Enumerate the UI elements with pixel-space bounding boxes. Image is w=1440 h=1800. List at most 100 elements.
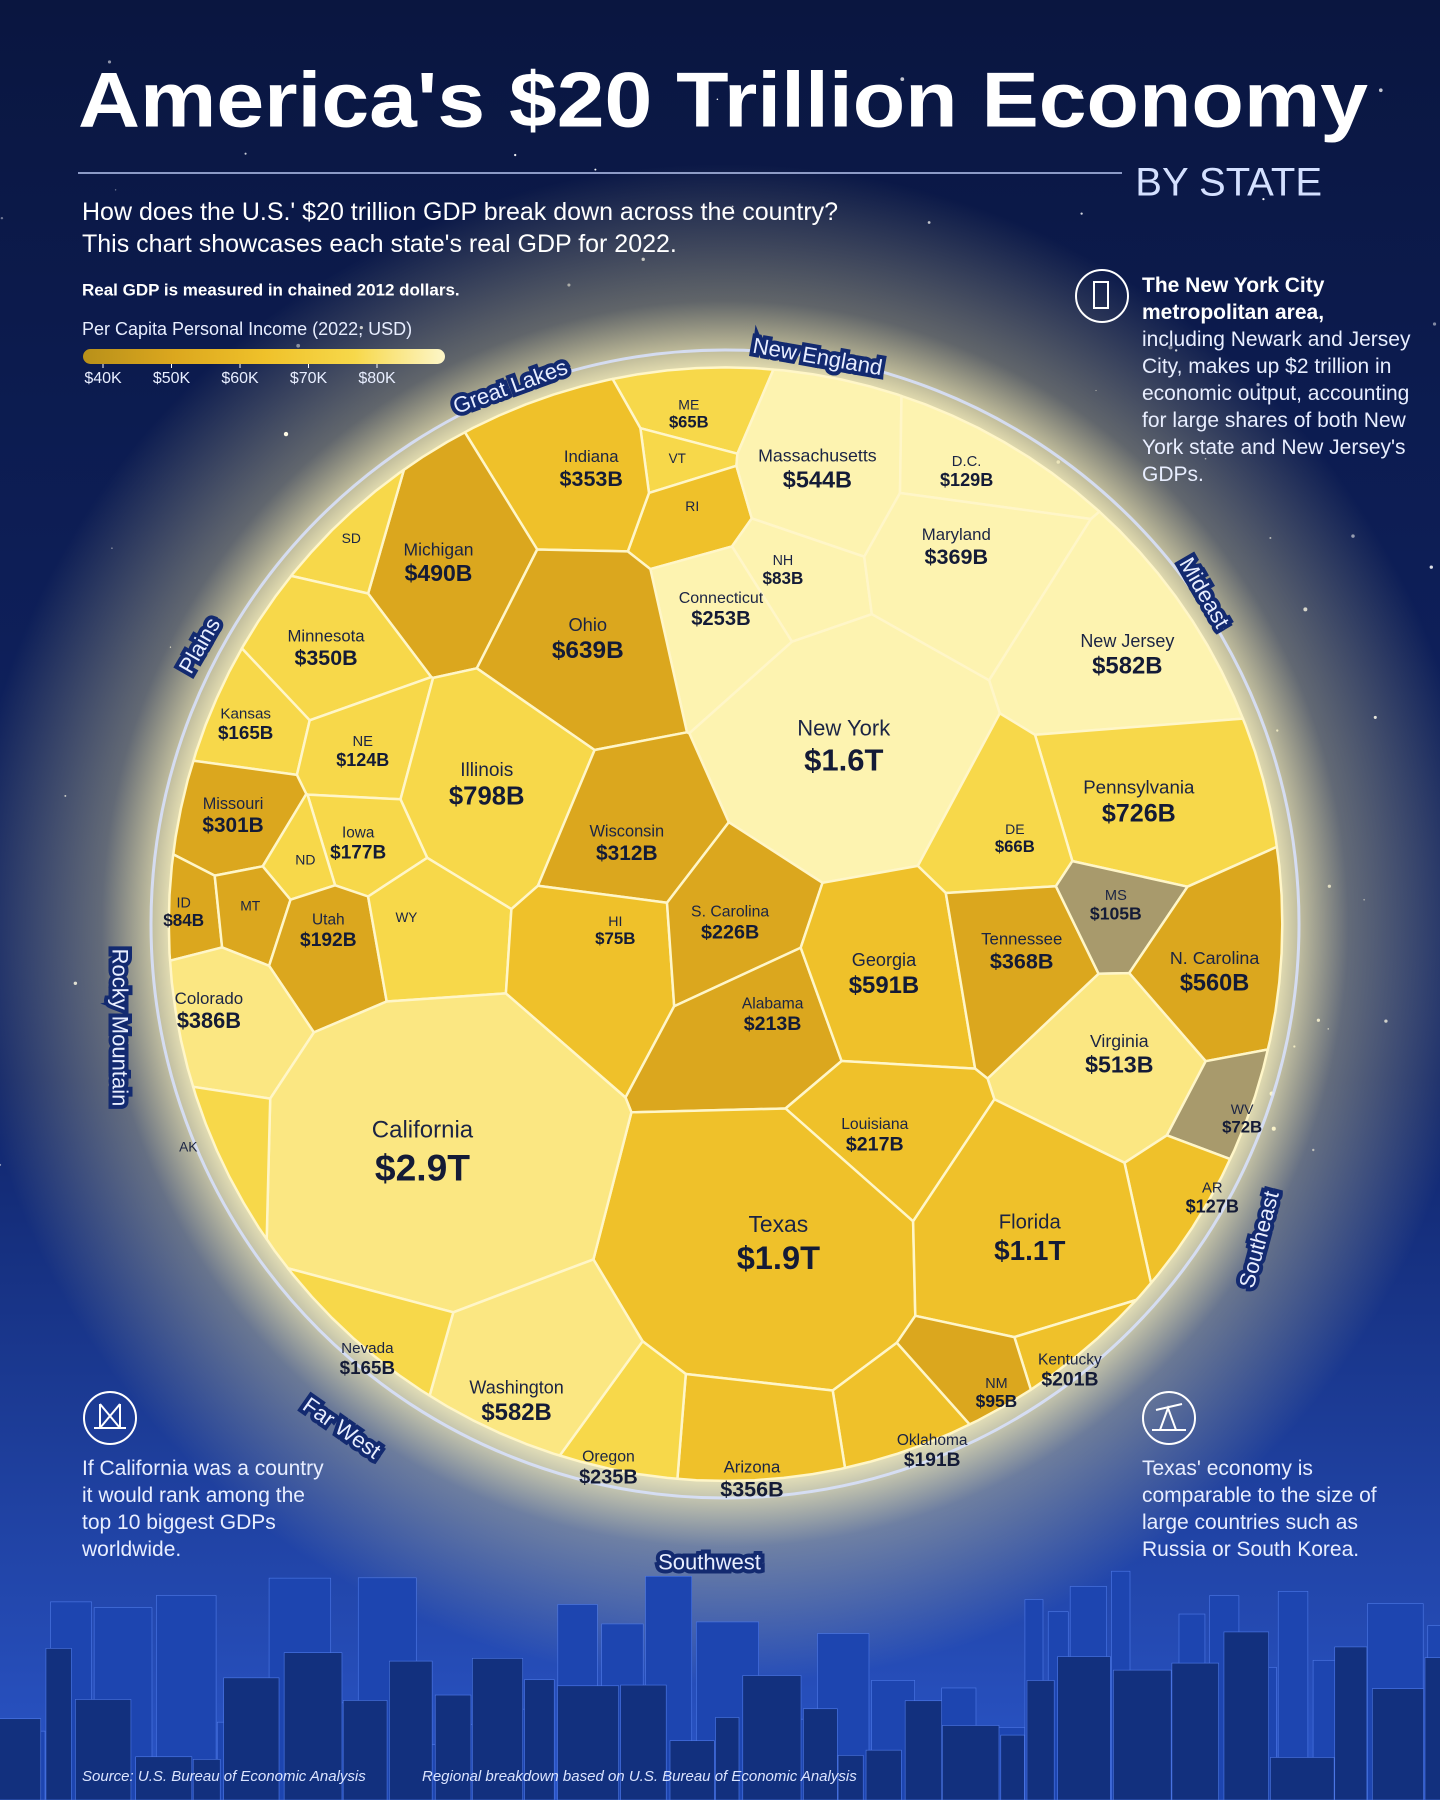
nyc-icon bbox=[1075, 269, 1129, 323]
state-gdp: $490B bbox=[405, 560, 473, 586]
legend-title: Per Capita Personal Income (2022, USD) bbox=[82, 319, 412, 339]
state-name: Arizona bbox=[724, 1457, 781, 1476]
subtitle: BY STATE bbox=[1135, 161, 1322, 205]
star bbox=[1080, 212, 1083, 215]
legend-bar bbox=[83, 349, 445, 364]
bridge-icon-shape bbox=[94, 1403, 126, 1429]
building bbox=[389, 1660, 433, 1800]
state-gdp: $201B bbox=[1041, 1369, 1098, 1391]
state-name: Missouri bbox=[203, 795, 264, 813]
state-gdp: $192B bbox=[300, 930, 357, 951]
icons bbox=[83, 269, 1196, 1445]
california-callout: If California was a country it would ran… bbox=[82, 1457, 324, 1561]
state-name: WY bbox=[395, 910, 417, 925]
state-gdp: $591B bbox=[849, 972, 919, 999]
star bbox=[594, 168, 597, 171]
state-gdp: $301B bbox=[202, 814, 263, 837]
state-name: New York bbox=[797, 716, 891, 741]
source: Source: U.S. Bureau of Economic Analysis bbox=[82, 1768, 366, 1785]
star bbox=[514, 153, 517, 157]
building bbox=[742, 1675, 802, 1800]
state-name: RI bbox=[685, 498, 699, 514]
building bbox=[342, 1700, 388, 1800]
callout-title: The New York City metropolitan area, bbox=[1142, 274, 1325, 324]
state-gdp: $66B bbox=[995, 837, 1035, 856]
building bbox=[472, 1658, 524, 1800]
state-cell bbox=[558, 1340, 688, 1480]
star bbox=[114, 189, 117, 191]
state-gdp: $83B bbox=[762, 569, 803, 588]
state-name: Maryland bbox=[922, 525, 991, 544]
state-name: N. Carolina bbox=[1170, 948, 1260, 968]
state-name: Kansas bbox=[220, 705, 271, 722]
star bbox=[1378, 88, 1383, 93]
state-name: Kentucky bbox=[1038, 1351, 1102, 1368]
state-cell bbox=[191, 1085, 272, 1241]
source: Regional breakdown based on U.S. Bureau … bbox=[422, 1768, 857, 1785]
building bbox=[1270, 1757, 1335, 1800]
state-name: ME bbox=[678, 396, 699, 412]
star bbox=[1432, 322, 1437, 326]
gdp-note: Real GDP is measured in chained 2012 dol… bbox=[82, 280, 460, 299]
state-gdp: $129B bbox=[940, 470, 993, 490]
legend: $40K $50K $60K $70K $80K bbox=[83, 349, 445, 387]
building bbox=[942, 1725, 1000, 1800]
building bbox=[1371, 1688, 1424, 1800]
state-name: S. Carolina bbox=[691, 903, 769, 920]
building bbox=[192, 1759, 221, 1800]
legend-tick-label: $70K bbox=[290, 370, 328, 387]
state-name: Illinois bbox=[460, 760, 513, 781]
nyc-callout: The New York City metropolitan area, inc… bbox=[1142, 272, 1412, 488]
state-cell bbox=[831, 1341, 971, 1470]
building bbox=[1112, 1669, 1172, 1800]
state-name: MT bbox=[240, 898, 261, 914]
star bbox=[900, 77, 905, 82]
building bbox=[1057, 1656, 1111, 1800]
state-gdp: $312B bbox=[596, 842, 658, 865]
building bbox=[45, 1648, 72, 1800]
building bbox=[434, 1694, 472, 1800]
star bbox=[1307, 124, 1311, 128]
building bbox=[524, 1679, 555, 1800]
state-gdp: $353B bbox=[560, 467, 623, 491]
state-gdp: $386B bbox=[177, 1008, 241, 1033]
state-name: Oregon bbox=[582, 1449, 635, 1466]
state-name: MS bbox=[1105, 888, 1127, 904]
building bbox=[75, 1699, 132, 1800]
skyline bbox=[0, 1570, 1440, 1800]
state-name: ND bbox=[295, 852, 315, 868]
star bbox=[1080, 90, 1083, 93]
state-name: NM bbox=[985, 1376, 1007, 1392]
state-name: Texas bbox=[748, 1211, 808, 1237]
state-gdp: $582B bbox=[1092, 653, 1162, 680]
region-label: Southwest bbox=[658, 1549, 761, 1574]
building bbox=[135, 1756, 193, 1800]
state-gdp: $217B bbox=[846, 1134, 904, 1156]
building bbox=[837, 1755, 864, 1800]
state-gdp: $253B bbox=[691, 608, 751, 630]
star bbox=[1429, 565, 1433, 569]
state-gdp: $124B bbox=[336, 750, 389, 770]
building bbox=[1171, 1662, 1219, 1800]
state-cell bbox=[987, 510, 1245, 737]
state-cell bbox=[289, 468, 406, 595]
state-labels: ME$65BVTRIMassachusetts$544BD.C.$129BNH$… bbox=[163, 396, 1262, 1501]
title: America's $20 Trillion Economy bbox=[78, 56, 1368, 144]
state-gdp: $369B bbox=[924, 544, 988, 569]
state-name: ID bbox=[177, 895, 191, 911]
state-gdp: $350B bbox=[295, 646, 358, 670]
building bbox=[669, 1740, 715, 1800]
building bbox=[803, 1708, 838, 1800]
building bbox=[283, 1652, 343, 1800]
state-gdp: $1.9T bbox=[737, 1239, 820, 1276]
state-gdp: $1.6T bbox=[804, 743, 883, 778]
state-name: Massachusetts bbox=[758, 445, 877, 465]
state-gdp: $226B bbox=[701, 921, 759, 943]
state-name: Wisconsin bbox=[589, 823, 664, 841]
state-name: Alabama bbox=[742, 995, 804, 1012]
state-name: Florida bbox=[999, 1211, 1062, 1233]
building bbox=[904, 1700, 943, 1800]
